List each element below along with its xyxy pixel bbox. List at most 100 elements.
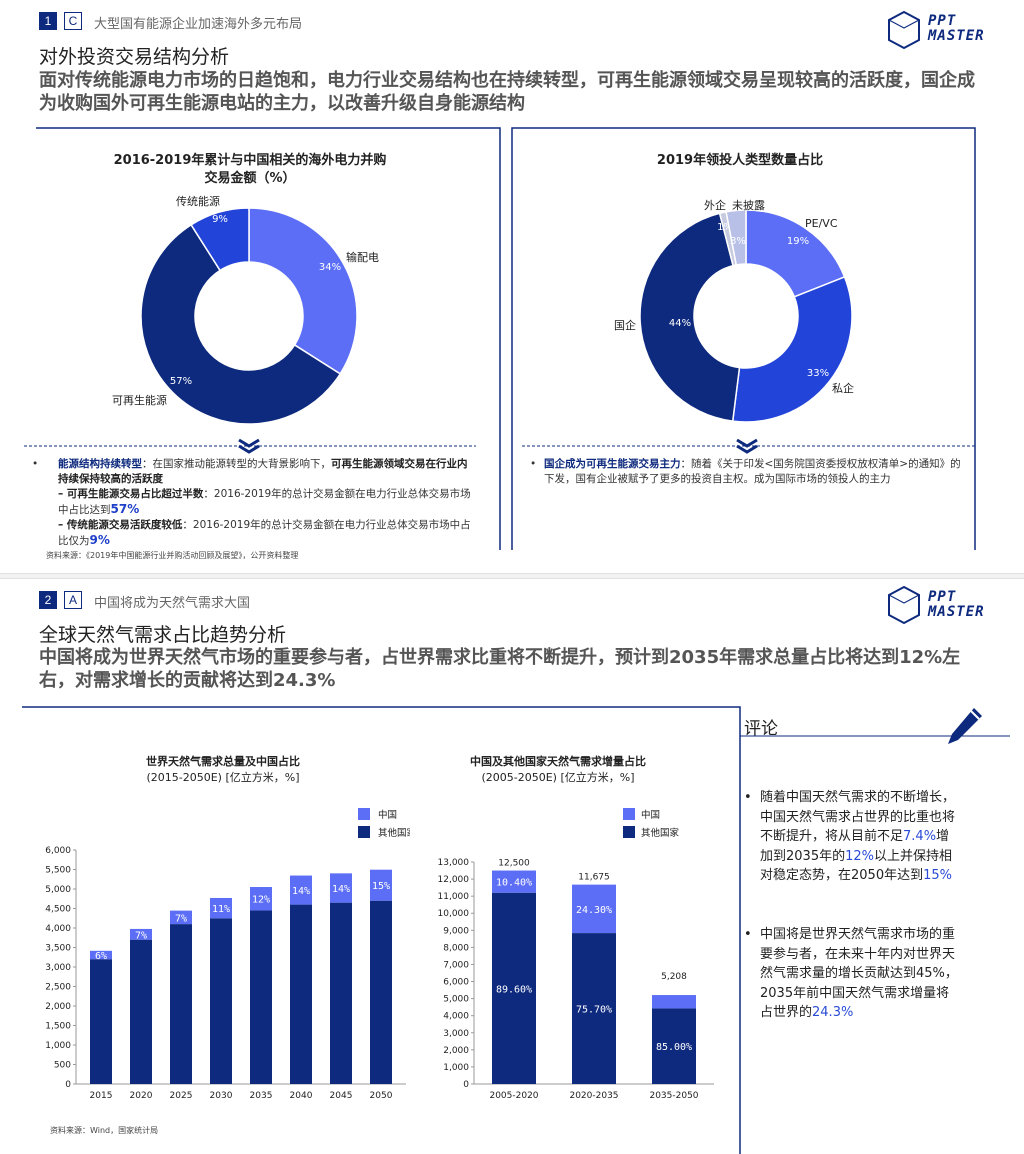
bullet-body: ：在国家推动能源转型的大背景影响下， xyxy=(142,458,331,470)
slide-subtitle: 中国将成为世界天然气市场的重要参与者，占世界需求比重将不断提升，预计到2035年… xyxy=(39,647,961,691)
legend-swatch xyxy=(623,808,635,820)
bar-segment-china xyxy=(170,910,192,925)
x-tick-label: 2035 xyxy=(250,1091,273,1101)
y-tick-label: 0 xyxy=(65,1080,71,1090)
source-note: 资料来源：《2019年中国能源行业并购活动回顾及展望》，公开资料整理 xyxy=(46,551,299,560)
logo-line-1: PPT xyxy=(928,13,957,29)
share-label: 6% xyxy=(95,951,107,962)
transaction-donut-chart: 34% 输配电 57%可再生能源 9% 传统能源 xyxy=(112,194,379,425)
legend-label: 中国 xyxy=(378,809,397,821)
total-label: 12,500 xyxy=(498,859,530,869)
bar-segment-china xyxy=(572,884,616,934)
bar-segment-other xyxy=(130,939,152,1084)
comment-title: 评论 xyxy=(744,719,778,739)
slice-value-label: 33% xyxy=(807,368,829,379)
comment-value: 15% xyxy=(923,868,952,883)
y-tick-label: 10,000 xyxy=(438,909,470,919)
total-label: 11,675 xyxy=(578,873,610,883)
x-tick-label: 2045 xyxy=(330,1091,353,1101)
slice-category-label: 外企 xyxy=(704,198,726,212)
chevron-down-icon xyxy=(736,438,758,454)
share-label: 7% xyxy=(175,913,187,924)
bar-segment-other xyxy=(492,892,536,1084)
ppt-master-logo-icon xyxy=(888,10,920,50)
china-share-label: 24.30% xyxy=(576,905,612,916)
bar-segment-china xyxy=(370,869,392,901)
bar-segment-other xyxy=(290,904,312,1084)
slide-subtitle: 面对传统能源电力市场的日趋饱和，电力行业交易结构也在持续转型，可再生能源领域交易… xyxy=(39,70,975,114)
y-tick-label: 4,000 xyxy=(45,924,71,934)
investor-donut-chart: 19% PE/VC 33%私企 44% 国企 1% 外企 3% 未披露 xyxy=(614,198,854,423)
y-tick-label: 13,000 xyxy=(438,858,470,868)
y-tick-label: 3,500 xyxy=(45,944,71,954)
right-bullet-main: • 国企成为可再生能源交易主力：随着《关于印发<国务院国资委授权放权清单>的通知… xyxy=(530,458,961,485)
x-tick-label: 2035-2050 xyxy=(649,1091,698,1101)
section-name: 中国将成为天然气需求大国 xyxy=(94,596,251,611)
sub-bullet-value: 9% xyxy=(89,533,110,547)
x-tick-label: 2015 xyxy=(90,1091,113,1101)
left-bullet-list: • 能源结构持续转型：在国家推动能源转型的大背景影响下，可再生能源领域交易在行业… xyxy=(32,457,477,549)
chevron-down-icon xyxy=(238,438,260,454)
pie-slice-未披露 xyxy=(725,209,747,266)
demand-increment-bar-chart: 中国及其他国家天然气需求增量占比 (2005-2050E) [亿立方米，%] 中国其… xyxy=(438,754,714,1101)
section-number-badge: 2 xyxy=(39,591,57,609)
left-sub-bullet-2: – 传统能源交易活跃度较低：2016-2019年的总计交易金额在电力行业总体交易… xyxy=(32,518,477,549)
slice-value-label: 3% xyxy=(730,236,746,247)
pie-slice-私企 xyxy=(731,276,853,423)
bar-segment-china xyxy=(652,995,696,1009)
sub-bullet-value: 57% xyxy=(110,502,140,516)
legend-swatch xyxy=(358,826,370,838)
bar-segment-other xyxy=(170,924,192,1084)
comment-value: 12% xyxy=(845,848,874,864)
y-tick-label: 500 xyxy=(54,1061,71,1071)
y-tick-label: 5,000 xyxy=(45,885,71,895)
y-tick-label: 1,000 xyxy=(45,1041,71,1051)
share-label: 14% xyxy=(292,886,310,897)
x-tick-label: 2040 xyxy=(290,1091,313,1101)
slice-category-label: 传统能源 xyxy=(176,194,220,208)
y-tick-label: 11,000 xyxy=(438,892,470,902)
bar-segment-other xyxy=(652,1008,696,1084)
x-tick-label: 2020-2035 xyxy=(569,1091,618,1101)
chart-subtitle: (2005-2050E) [亿立方米，%] xyxy=(481,770,634,784)
bullet-heading: 国企成为可再生能源交易主力 xyxy=(544,458,681,470)
sub-bullet-body: ：2016-2019年的总计交易金额在电力行业总体交易市场中占比达到 xyxy=(58,488,471,516)
sub-bullet-heading: – 传统能源交易活跃度较低 xyxy=(58,519,183,531)
slice-category-label: 国企 xyxy=(614,318,636,332)
slide-title: 对外投资交易结构分析 xyxy=(39,46,230,68)
left-sub-bullet-1: – 可再生能源交易占比超过半数：2016-2019年的总计交易金额在电力行业总体… xyxy=(32,487,477,518)
y-tick-label: 3,000 xyxy=(443,1029,469,1039)
y-tick-label: 4,000 xyxy=(443,1012,469,1022)
slice-value-label: 1% xyxy=(717,222,733,233)
slide-divider xyxy=(0,573,1024,579)
chart-title: 中国及其他国家天然气需求增量占比 xyxy=(470,754,646,768)
other-share-label: 75.70% xyxy=(576,1005,612,1016)
sub-bullet-heading: – 可再生能源交易占比超过半数 xyxy=(58,488,204,500)
left-bullet-main: • 能源结构持续转型：在国家推动能源转型的大背景影响下，可再生能源领域交易在行业… xyxy=(32,458,468,485)
logo-line-2: MASTER xyxy=(928,604,985,620)
pie-slice-传统能源 xyxy=(190,207,250,272)
bar-segment-other xyxy=(330,902,352,1084)
other-share-label: 85.00% xyxy=(656,1042,692,1053)
left-chart-title-line1: 2016-2019年累计与中国相关的海外电力并购 xyxy=(113,153,387,168)
logo-line-1: PPT xyxy=(928,589,957,605)
y-tick-label: 9,000 xyxy=(443,926,469,936)
legend-label: 其他国家 xyxy=(641,827,680,839)
slice-category-label: PE/VC xyxy=(805,217,838,230)
x-tick-label: 2020 xyxy=(130,1091,153,1101)
slice-category-label: 未披露 xyxy=(732,198,765,212)
right-bullet-list: • 国企成为可再生能源交易主力：随着《关于印发<国务院国资委授权放权清单>的通知… xyxy=(530,457,970,487)
section-letter-badge: A xyxy=(64,591,82,609)
bar-segment-china xyxy=(210,897,232,919)
pie-slice-输配电 xyxy=(248,207,358,375)
bar-segment-china xyxy=(130,928,152,940)
bar-segment-other xyxy=(572,933,616,1084)
slide-title: 全球天然气需求占比趋势分析 xyxy=(39,624,287,646)
y-tick-label: 7,000 xyxy=(443,960,469,970)
logo-line-2: MASTER xyxy=(928,28,985,44)
share-label: 7% xyxy=(135,930,147,941)
logo-text: PPT MASTER xyxy=(928,14,985,44)
x-tick-label: 2005-2020 xyxy=(489,1091,538,1101)
slice-value-label: 34% xyxy=(319,262,341,273)
y-tick-label: 2,500 xyxy=(45,983,71,993)
